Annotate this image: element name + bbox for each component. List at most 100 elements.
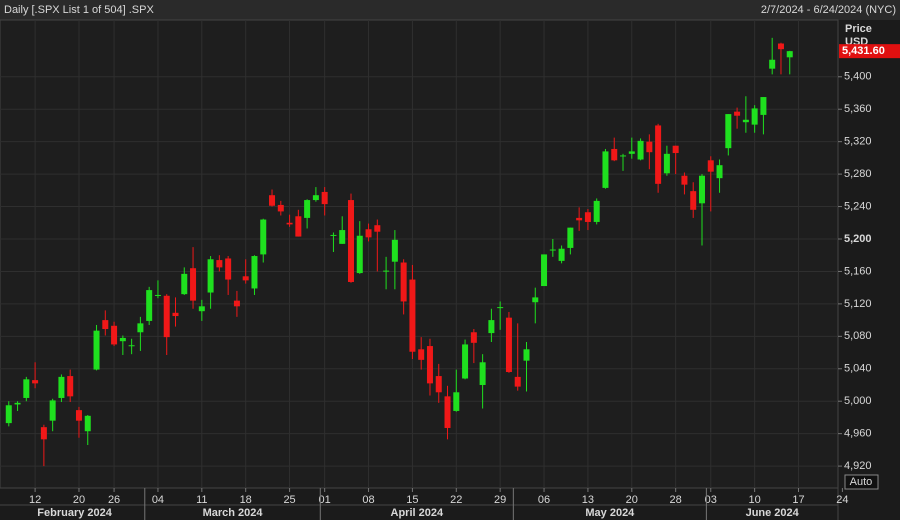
candle-body [374, 225, 381, 232]
candle-body [365, 229, 372, 238]
candle-body [628, 151, 635, 154]
y-axis-title: Price [845, 23, 872, 35]
candle-body [418, 349, 425, 360]
candle-body [444, 396, 451, 428]
y-tick-label: 5,360 [844, 103, 872, 115]
y-tick-label: 5,080 [844, 330, 872, 342]
y-tick-label: 5,400 [844, 71, 872, 83]
candle-body [67, 376, 74, 397]
month-label: April 2024 [391, 507, 444, 519]
candle-body [111, 325, 118, 345]
candle-body [593, 200, 600, 222]
candle-body [786, 51, 793, 58]
candle-body [479, 362, 486, 385]
candle-body [532, 297, 539, 303]
x-tick-label: 11 [196, 494, 207, 506]
date-range: 2/7/2024 - 6/24/2024 (NYC) [761, 4, 896, 16]
candle-body [751, 108, 758, 125]
x-tick-label: 20 [73, 494, 85, 506]
candle-body [541, 254, 548, 287]
month-label: June 2024 [746, 507, 800, 519]
month-label: March 2024 [203, 507, 264, 519]
x-tick-label: 28 [670, 494, 682, 506]
candle-body [602, 151, 609, 188]
candle-body [400, 262, 407, 302]
candle-body [690, 191, 697, 210]
x-tick-label: 18 [240, 494, 252, 506]
auto-button[interactable] [844, 474, 879, 490]
candle-body [84, 415, 91, 432]
candle-body [383, 270, 390, 272]
candle-body [295, 216, 302, 237]
x-tick-label: 15 [406, 494, 418, 506]
candle-body [426, 346, 433, 384]
y-tick-label: 5,160 [844, 265, 872, 277]
candle-body [102, 320, 109, 330]
candle-body [163, 295, 170, 338]
candle-body [190, 268, 197, 301]
candle-body [40, 427, 47, 440]
month-label: May 2024 [585, 507, 635, 519]
candle-body [93, 330, 100, 370]
candle-body [567, 227, 574, 248]
candle-body [216, 260, 223, 268]
candle-body [58, 376, 65, 398]
y-tick-label: 5,200 [844, 233, 872, 245]
x-tick-label: 13 [582, 494, 594, 506]
auto-button-label[interactable]: Auto [850, 476, 873, 488]
candle-body [146, 290, 153, 321]
y-tick-label: 5,040 [844, 363, 872, 375]
x-tick-label: 10 [749, 494, 761, 506]
candle-body [646, 141, 653, 153]
candle-body [260, 219, 267, 255]
candle-body [523, 349, 530, 361]
candle-body [734, 111, 741, 116]
candle-body [672, 145, 679, 154]
candle-body [207, 259, 214, 293]
y-tick-label: 5,320 [844, 136, 872, 148]
candle-body [549, 249, 556, 251]
x-tick-label: 22 [450, 494, 462, 506]
x-tick-label: 25 [283, 494, 295, 506]
candle-body [663, 153, 670, 174]
x-tick-label: 08 [362, 494, 374, 506]
candle-body [269, 195, 276, 206]
candle-body [347, 200, 354, 282]
candle-body [707, 160, 714, 172]
x-tick-label: 04 [152, 494, 164, 506]
chart-title: Daily [.SPX List 1 of 504] .SPX [4, 4, 154, 16]
candle-body [470, 332, 477, 343]
candle-body [339, 230, 346, 244]
candle-body [681, 175, 688, 185]
candle-body [725, 114, 732, 149]
x-tick-label: 29 [494, 494, 506, 506]
candle-body [198, 306, 205, 312]
candle-body [233, 300, 240, 307]
candle-body [505, 317, 512, 373]
candle-body [119, 337, 126, 342]
candle-body [453, 392, 460, 411]
candle-body [576, 217, 583, 221]
candle-body [312, 195, 319, 201]
candle-body [242, 276, 249, 281]
x-tick-label: 26 [108, 494, 120, 506]
candle-body [409, 279, 416, 352]
candle-body [32, 380, 39, 384]
candle-body [620, 155, 627, 157]
candle-body [462, 344, 469, 379]
x-tick-label: 17 [792, 494, 804, 506]
y-tick-label: 5,280 [844, 168, 872, 180]
candle-body [330, 234, 337, 236]
candle-body [321, 191, 328, 205]
candle-body [391, 239, 398, 262]
last-price-label: 5,431.60 [842, 45, 885, 57]
candle-body [277, 204, 284, 212]
y-tick-label: 5,120 [844, 298, 872, 310]
candle-body [251, 256, 258, 289]
candle-body [435, 376, 442, 393]
y-tick-label: 5,240 [844, 200, 872, 212]
candle-body [655, 125, 662, 184]
candle-body [769, 59, 776, 69]
candle-body [154, 294, 161, 296]
